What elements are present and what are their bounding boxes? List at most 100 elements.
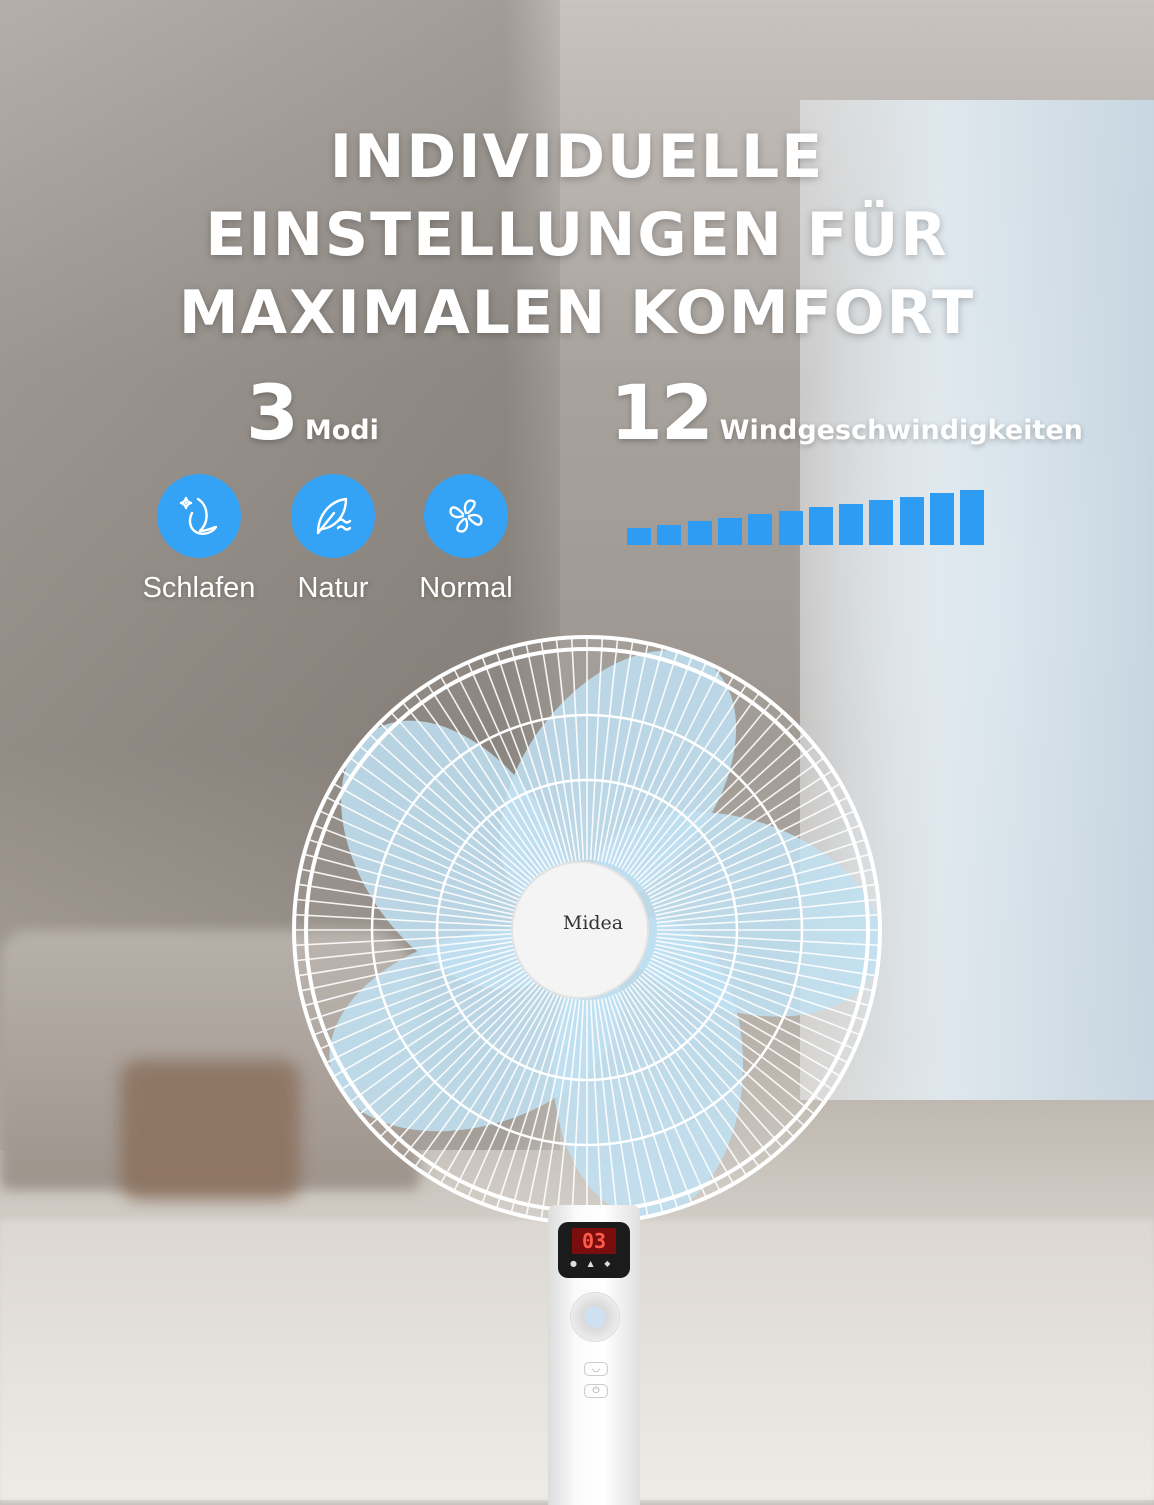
fan-cage-wire: [319, 957, 524, 1050]
fan-cage-wire: [653, 950, 866, 1022]
fan-cage-wire: [319, 810, 524, 903]
fan-cage-wire: [295, 936, 518, 962]
fan-cage-wire: [300, 943, 519, 992]
fan-cage-wire: [656, 940, 877, 977]
fan-cage-wire: [635, 722, 795, 882]
fan-cage-wire: [467, 662, 560, 867]
fan-cage-wire: [647, 964, 842, 1078]
fan-cage-wire: [349, 970, 531, 1103]
fan-cage-wire: [495, 651, 567, 864]
speed-readout: 03: [572, 1228, 616, 1254]
fan-cage-wire: [349, 757, 531, 890]
fan-cage-wire: [614, 662, 707, 867]
fan-cage-wire: [655, 943, 874, 992]
speed-level-bar: [717, 517, 742, 545]
speed-level-bar: [748, 514, 773, 545]
fan-cage-wire: [555, 638, 581, 861]
fan-icon: [424, 474, 508, 558]
mode-indicator-icons: ● ▲ ◆: [570, 1259, 615, 1268]
control-knob[interactable]: [570, 1292, 620, 1342]
speed-level-bar: [687, 521, 712, 545]
control-display: 03 ● ▲ ◆: [558, 1222, 630, 1278]
fan-cage-wire: [654, 853, 871, 913]
modes-count: 3: [246, 368, 299, 457]
mode-label: Normal: [419, 572, 513, 604]
fan-cage-wire: [633, 981, 784, 1149]
speed-level-bar: [960, 490, 985, 545]
fan-cage-wire: [308, 838, 521, 910]
timer-button[interactable]: ◡: [584, 1362, 608, 1376]
fan-cage-wire: [656, 913, 880, 928]
moon-stars-icon: [157, 474, 241, 558]
fan-cage-wire: [303, 947, 520, 1007]
fan-cage-wire: [340, 769, 529, 893]
fan-cage-wire: [332, 964, 527, 1078]
speed-level-bar: [839, 503, 864, 545]
fan-cage-wire: [656, 932, 880, 947]
fan-cage-wire: [390, 981, 541, 1149]
fan-cage-wire: [540, 999, 577, 1220]
fan-cage-wire: [640, 973, 816, 1116]
headline: INDIVIDUELLE EINSTELLUNGEN FÜR MAXIMALEN…: [0, 118, 1154, 352]
fan-cage-wire: [653, 838, 866, 910]
fan-cage-ring: [435, 778, 739, 1082]
fan-cage-wire: [640, 744, 816, 887]
fan-cage-wire: [308, 950, 521, 1022]
fan-cage-wire: [297, 883, 518, 920]
fan-cage-wire: [624, 988, 748, 1177]
fan-cage-wire: [325, 796, 525, 899]
fan-cage-wire: [627, 986, 760, 1168]
speed-level-bar: [869, 500, 894, 545]
fan-cage-wire: [630, 701, 773, 877]
fan-cage-wire: [294, 932, 518, 947]
fan-cage-wire: [340, 967, 529, 1091]
fan-cage-wire: [426, 683, 550, 872]
fan-cage-wire: [656, 883, 877, 920]
fan-cage-wire: [604, 646, 664, 863]
fan-cage-wire: [303, 853, 520, 913]
fan-cage-wire: [540, 640, 577, 861]
fan-cage-wire: [325, 961, 525, 1064]
mode-schlafen: Schlafen: [134, 474, 264, 605]
fan-cage-wire: [649, 961, 849, 1064]
fan-cage-wire: [589, 999, 604, 1223]
fan-cage-wire: [379, 722, 539, 882]
fan-cage-wire: [414, 692, 547, 874]
fan-cage-wire: [426, 988, 550, 1177]
mode-normal: Normal: [401, 474, 531, 605]
speed-level-bar: [627, 528, 651, 545]
fan-cage-wire: [481, 656, 563, 865]
fan-cage-wire: [510, 997, 570, 1214]
fan-cage-wire: [401, 983, 544, 1159]
headline-line: EINSTELLUNGEN FÜR: [205, 200, 949, 270]
fan-cage-wire: [390, 711, 541, 879]
speeds-stat: 12 Windgeschwindigkeiten: [610, 368, 1083, 457]
mode-natur: Natur: [268, 474, 398, 605]
fan-cage-wire: [645, 769, 834, 893]
power-button[interactable]: ⏻: [584, 1384, 608, 1398]
headline-line: MAXIMALEN KOMFORT: [178, 278, 976, 348]
fan-cage-wire: [600, 643, 649, 862]
modes-stat: 3 Modi: [246, 368, 379, 457]
fan-cage-wire: [368, 733, 536, 884]
fan-cage-wire: [294, 913, 518, 928]
speed-level-bar: [657, 524, 682, 545]
fan-cage-wire: [650, 957, 855, 1050]
speeds-label: Windgeschwindigkeiten: [719, 415, 1083, 446]
fan-cage-wire: [453, 992, 556, 1192]
fan-cage-wire: [624, 683, 748, 872]
leaf-wave-icon: [291, 474, 375, 558]
fan-cage-wire: [614, 993, 707, 1198]
fan-cage-wire: [621, 990, 735, 1185]
fan-cage-wire: [297, 940, 518, 977]
speed-level-bar: [778, 510, 803, 545]
fan-cage-wire: [627, 692, 760, 874]
fan-cage-wire: [647, 782, 842, 896]
background-throw: [120, 1060, 300, 1200]
fan-cage-wire: [633, 711, 784, 879]
fan-cage-wire: [597, 999, 634, 1220]
fan-cage-wire: [655, 868, 874, 917]
fan-cage-wire: [652, 824, 861, 906]
fan-cage-wire: [611, 656, 693, 865]
fan-cage-wire: [656, 898, 879, 924]
